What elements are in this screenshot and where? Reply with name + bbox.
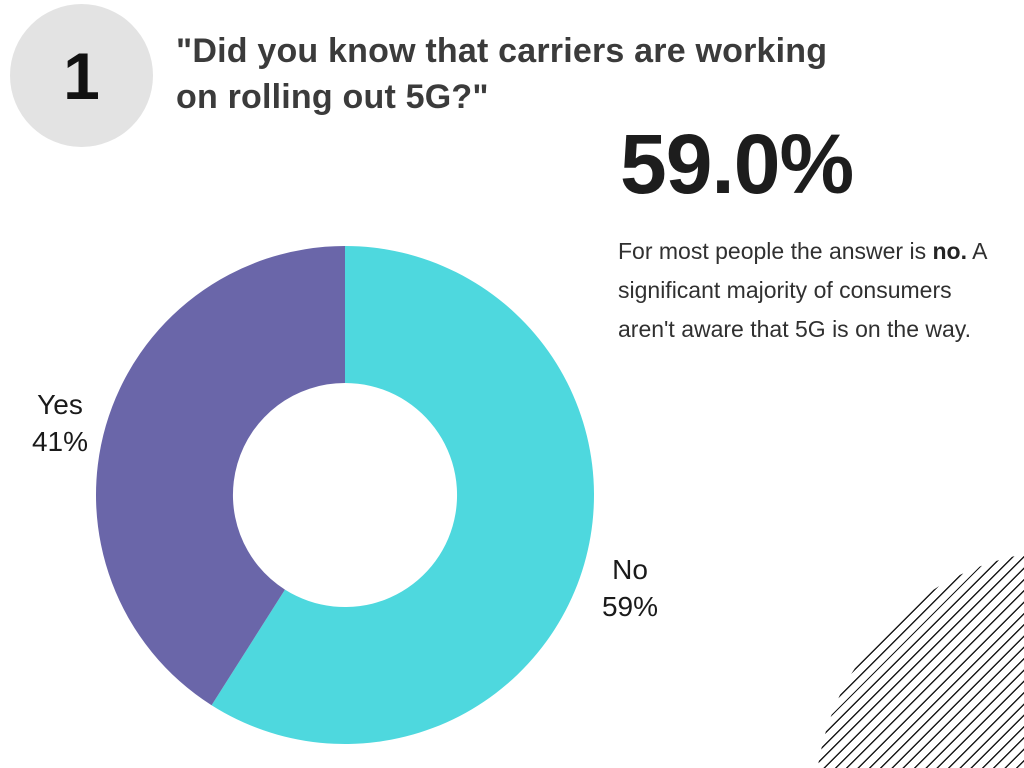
donut-chart-svg xyxy=(95,246,594,744)
slice-label-yes-name: Yes xyxy=(37,389,83,420)
diagonal-hatch-decoration xyxy=(815,550,1024,768)
question-title: "Did you know that carriers are working … xyxy=(176,28,976,120)
slice-label-yes: Yes 41% xyxy=(12,386,108,460)
stat-description-part2: A significant majority of consumers aren… xyxy=(618,238,987,342)
headline-stat-value: 59.0% xyxy=(620,117,854,211)
slice-label-no-name: No xyxy=(612,554,648,585)
step-number-badge: 1 xyxy=(10,4,153,147)
stat-description: For most people the answer is no. A sign… xyxy=(618,232,996,349)
slice-label-no: No 59% xyxy=(582,551,678,625)
stat-description-bold: no. xyxy=(932,238,967,264)
question-title-line2: on rolling out 5G?" xyxy=(176,78,489,116)
donut-slice-no xyxy=(211,246,594,744)
slice-label-no-value: 59% xyxy=(601,591,659,622)
donut-slice-yes xyxy=(95,246,345,706)
slice-label-yes-value: 41% xyxy=(31,426,89,457)
stat-description-part1: For most people the answer is xyxy=(618,238,933,264)
donut-chart xyxy=(95,245,595,745)
step-number: 1 xyxy=(63,38,100,113)
question-title-line1: "Did you know that carriers are working xyxy=(176,32,828,70)
